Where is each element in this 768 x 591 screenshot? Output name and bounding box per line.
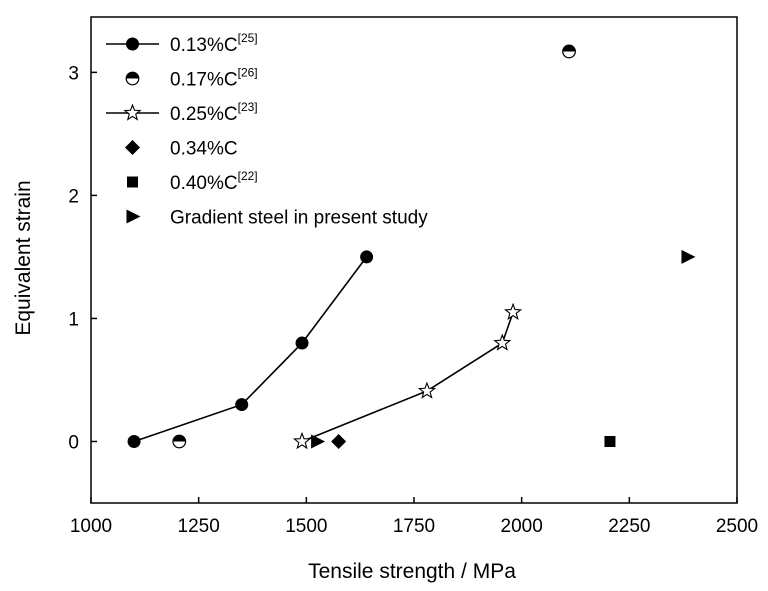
data-point [127, 434, 141, 448]
x-tick-label: 2000 [501, 516, 543, 537]
series-line [133, 256, 368, 443]
legend-marker [125, 140, 140, 155]
legend-marker [125, 71, 140, 86]
legend-marker [127, 176, 138, 188]
x-tick-label: 2500 [716, 516, 758, 537]
legend-item: 0.40%C[22] [127, 169, 258, 194]
legend-marker [126, 37, 139, 51]
data-point [292, 431, 312, 450]
series-4 [331, 433, 347, 449]
data-point [295, 336, 309, 350]
series-1 [127, 250, 374, 448]
x-axis: 1000 1250 1500 1750 2000 2250 2500 [70, 497, 758, 537]
data-point [172, 434, 187, 449]
legend-marker [126, 209, 141, 224]
legend-label: 0.13%C[25] [170, 31, 258, 56]
legend-item: Gradient steel in present study [126, 208, 428, 229]
x-tick-label: 1000 [70, 516, 112, 537]
series-layer [127, 44, 696, 450]
series-2 [172, 44, 576, 449]
legend-item: 0.25%C[23] [106, 100, 258, 125]
series-6 [311, 249, 696, 449]
data-point [562, 44, 576, 59]
legend-marker [123, 103, 142, 121]
x-tick-label: 1250 [178, 516, 220, 537]
x-axis-title: Tensile strength / MPa [308, 560, 516, 583]
series-3 [292, 302, 523, 450]
x-tick-label: 1500 [285, 516, 327, 537]
x-tick-label: 2250 [608, 516, 650, 537]
series-5 [604, 435, 616, 447]
y-tick-label: 0 [68, 432, 79, 453]
y-tick-label: 2 [68, 186, 79, 207]
legend-label: 0.34%C [170, 139, 238, 160]
marker-fill [126, 72, 139, 79]
legend-label: 0.40%C[22] [170, 169, 258, 194]
y-axis: 0 1 2 3 [68, 63, 97, 453]
series-line [301, 312, 514, 443]
legend-label: Gradient steel in present study [170, 208, 428, 229]
data-point [331, 433, 347, 449]
legend-item: 0.34%C [125, 139, 238, 160]
data-point [604, 435, 616, 447]
x-tick-label: 1750 [393, 516, 435, 537]
y-axis-title: Equivalent strain [12, 180, 35, 335]
data-point [235, 398, 249, 412]
data-point [417, 381, 436, 399]
marker-fill [562, 45, 576, 52]
data-point [311, 434, 326, 449]
data-point [360, 250, 374, 264]
legend-label: 0.17%C[26] [170, 66, 258, 91]
data-point [493, 333, 512, 351]
y-tick-label: 3 [68, 63, 79, 84]
y-tick-label: 1 [68, 309, 79, 330]
data-point [503, 302, 523, 321]
data-point [681, 249, 696, 264]
legend-label: 0.25%C[23] [170, 100, 258, 125]
legend-item: 0.17%C[26] [125, 66, 258, 91]
legend-item: 0.13%C[25] [106, 31, 258, 56]
marker-fill [172, 435, 186, 442]
legend: 0.13%C[25] 0.17%C[26] 0.25%C[23] 0.34%C 0.40… [106, 31, 428, 229]
